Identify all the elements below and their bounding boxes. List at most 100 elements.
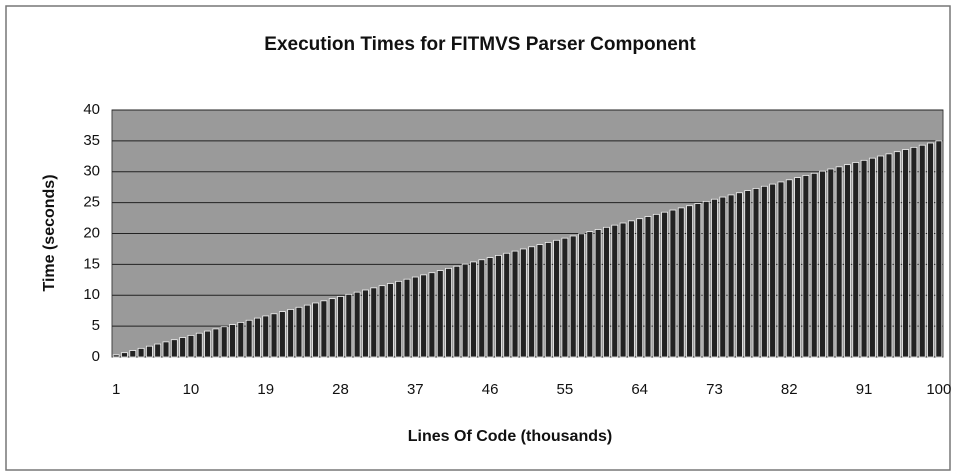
x-tick-label: 73 bbox=[706, 381, 723, 398]
bar bbox=[868, 157, 876, 358]
bar bbox=[270, 313, 278, 358]
bar bbox=[719, 196, 727, 358]
bar bbox=[362, 289, 369, 358]
bar bbox=[112, 354, 120, 358]
bar bbox=[146, 345, 153, 358]
bar bbox=[295, 306, 303, 358]
bar bbox=[495, 255, 502, 358]
bar bbox=[370, 287, 378, 358]
bar bbox=[810, 172, 818, 358]
bar bbox=[428, 272, 436, 358]
bar bbox=[603, 226, 610, 358]
bar bbox=[677, 207, 685, 358]
bar bbox=[303, 304, 311, 358]
bar bbox=[179, 337, 187, 358]
bar bbox=[345, 293, 353, 358]
x-tick-label: 19 bbox=[257, 381, 274, 398]
y-tick-label: 25 bbox=[83, 194, 100, 211]
bar bbox=[121, 352, 128, 358]
bar bbox=[578, 233, 585, 358]
bar bbox=[893, 151, 901, 358]
bar bbox=[328, 298, 336, 358]
bar bbox=[453, 265, 461, 358]
bar bbox=[619, 222, 627, 358]
chart-title: Execution Times for FITMVS Parser Compon… bbox=[264, 34, 696, 55]
bar bbox=[594, 229, 602, 358]
bar bbox=[727, 194, 735, 358]
x-tick-label: 100 bbox=[926, 381, 951, 398]
bar bbox=[819, 170, 826, 358]
x-tick-label: 91 bbox=[856, 381, 873, 398]
bar bbox=[129, 350, 137, 358]
y-tick-label: 35 bbox=[83, 132, 100, 149]
bar bbox=[154, 343, 162, 358]
y-tick-label: 5 bbox=[92, 317, 100, 334]
bar bbox=[436, 270, 444, 358]
bar bbox=[337, 296, 344, 358]
bar bbox=[395, 280, 403, 358]
bar bbox=[287, 309, 295, 358]
bar bbox=[860, 159, 868, 358]
x-tick-label: 46 bbox=[482, 381, 499, 398]
bar bbox=[569, 235, 577, 358]
bar bbox=[694, 203, 702, 358]
bar bbox=[744, 190, 752, 358]
bar bbox=[170, 339, 178, 358]
y-tick-label: 30 bbox=[83, 163, 100, 180]
bar bbox=[586, 231, 594, 358]
bar bbox=[204, 330, 211, 358]
bar bbox=[611, 224, 619, 358]
bar bbox=[902, 149, 909, 358]
bar bbox=[686, 205, 693, 358]
y-tick-label: 40 bbox=[83, 101, 100, 118]
bar bbox=[312, 302, 319, 358]
bar bbox=[461, 263, 469, 358]
bar bbox=[162, 341, 170, 358]
bar bbox=[386, 283, 394, 358]
bar bbox=[844, 164, 851, 358]
bar bbox=[910, 146, 918, 358]
bar bbox=[736, 192, 743, 358]
bar bbox=[769, 183, 777, 358]
bar bbox=[852, 162, 860, 358]
y-tick-label: 0 bbox=[92, 348, 100, 365]
bar bbox=[794, 177, 801, 358]
bar bbox=[212, 328, 220, 358]
bar bbox=[403, 278, 411, 358]
bar bbox=[702, 200, 710, 358]
bar bbox=[220, 326, 228, 358]
bar bbox=[195, 332, 203, 358]
bar bbox=[835, 166, 843, 358]
y-tick-label: 20 bbox=[83, 224, 100, 241]
bar bbox=[420, 274, 428, 358]
bar bbox=[561, 237, 569, 358]
bar bbox=[802, 175, 810, 358]
x-tick-label: 1 bbox=[112, 381, 120, 398]
y-tick-label: 10 bbox=[83, 286, 100, 303]
bar bbox=[353, 291, 361, 358]
y-tick-label: 15 bbox=[83, 255, 100, 272]
bar bbox=[652, 213, 660, 358]
bar bbox=[752, 188, 760, 358]
bar bbox=[245, 319, 253, 358]
x-tick-label: 37 bbox=[407, 381, 424, 398]
bar bbox=[669, 209, 677, 358]
bar bbox=[644, 216, 652, 358]
bar bbox=[229, 324, 236, 358]
bar bbox=[935, 140, 943, 358]
bar bbox=[254, 317, 261, 358]
x-tick-label: 10 bbox=[183, 381, 200, 398]
x-tick-label: 82 bbox=[781, 381, 798, 398]
bar bbox=[378, 285, 386, 358]
bar bbox=[627, 220, 635, 358]
bar bbox=[511, 250, 519, 358]
bar bbox=[661, 211, 669, 358]
bar bbox=[445, 267, 452, 358]
bar bbox=[785, 179, 793, 358]
bar bbox=[827, 168, 835, 358]
y-axis-title: Time (seconds) bbox=[41, 174, 58, 291]
bar bbox=[877, 155, 885, 358]
bar bbox=[885, 153, 893, 358]
bar bbox=[470, 261, 477, 358]
